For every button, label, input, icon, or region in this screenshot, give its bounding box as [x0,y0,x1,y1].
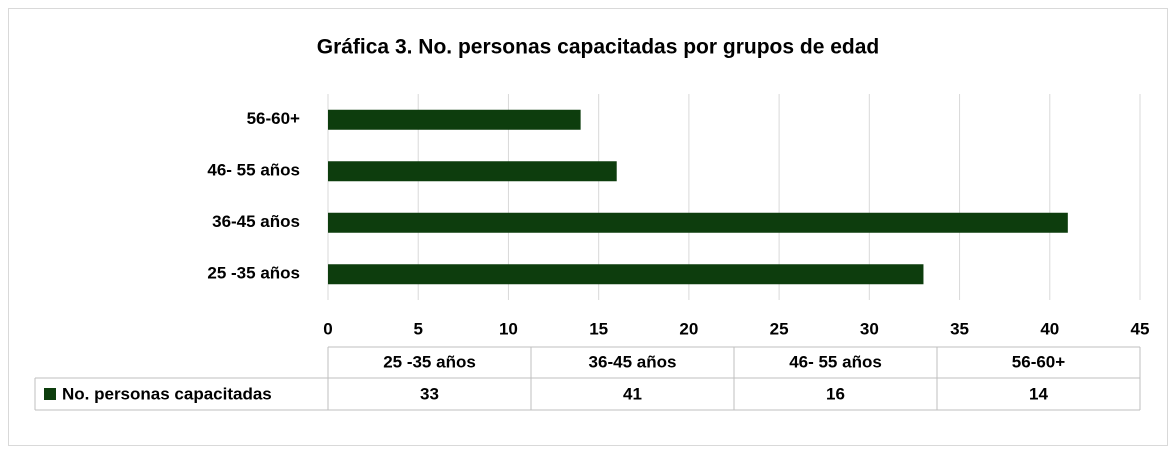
x-tick-label: 40 [1040,319,1059,338]
x-tick-label: 10 [499,319,518,338]
bar [328,264,924,285]
x-tick-label: 45 [1131,319,1150,338]
chart-title: Gráfica 3. No. personas capacitadas por … [317,36,880,59]
x-tick-label: 35 [950,319,969,338]
y-tick-label: 46- 55 años [207,161,300,180]
x-tick-label: 30 [860,319,879,338]
x-tick-label: 0 [323,319,332,338]
table-header: 36-45 años [589,352,677,371]
y-tick-label: 36-45 años [212,212,300,231]
x-tick-label: 20 [679,319,698,338]
legend-swatch [44,388,56,400]
y-tick-label: 56-60+ [247,109,300,128]
bar [328,109,581,130]
x-tick-label: 15 [589,319,608,338]
y-tick-label: 25 -35 años [207,264,300,283]
bar [328,212,1068,233]
table-value: 16 [826,384,845,403]
table-value: 33 [420,384,439,403]
table-header: 25 -35 años [383,352,476,371]
x-tick-label: 25 [770,319,789,338]
legend-label: No. personas capacitadas [62,384,272,403]
table-value: 14 [1029,384,1048,403]
table-value: 41 [623,384,642,403]
x-tick-label: 5 [413,319,422,338]
table-header: 56-60+ [1012,352,1065,371]
table-header: 46- 55 años [789,352,882,371]
bar [328,161,617,182]
